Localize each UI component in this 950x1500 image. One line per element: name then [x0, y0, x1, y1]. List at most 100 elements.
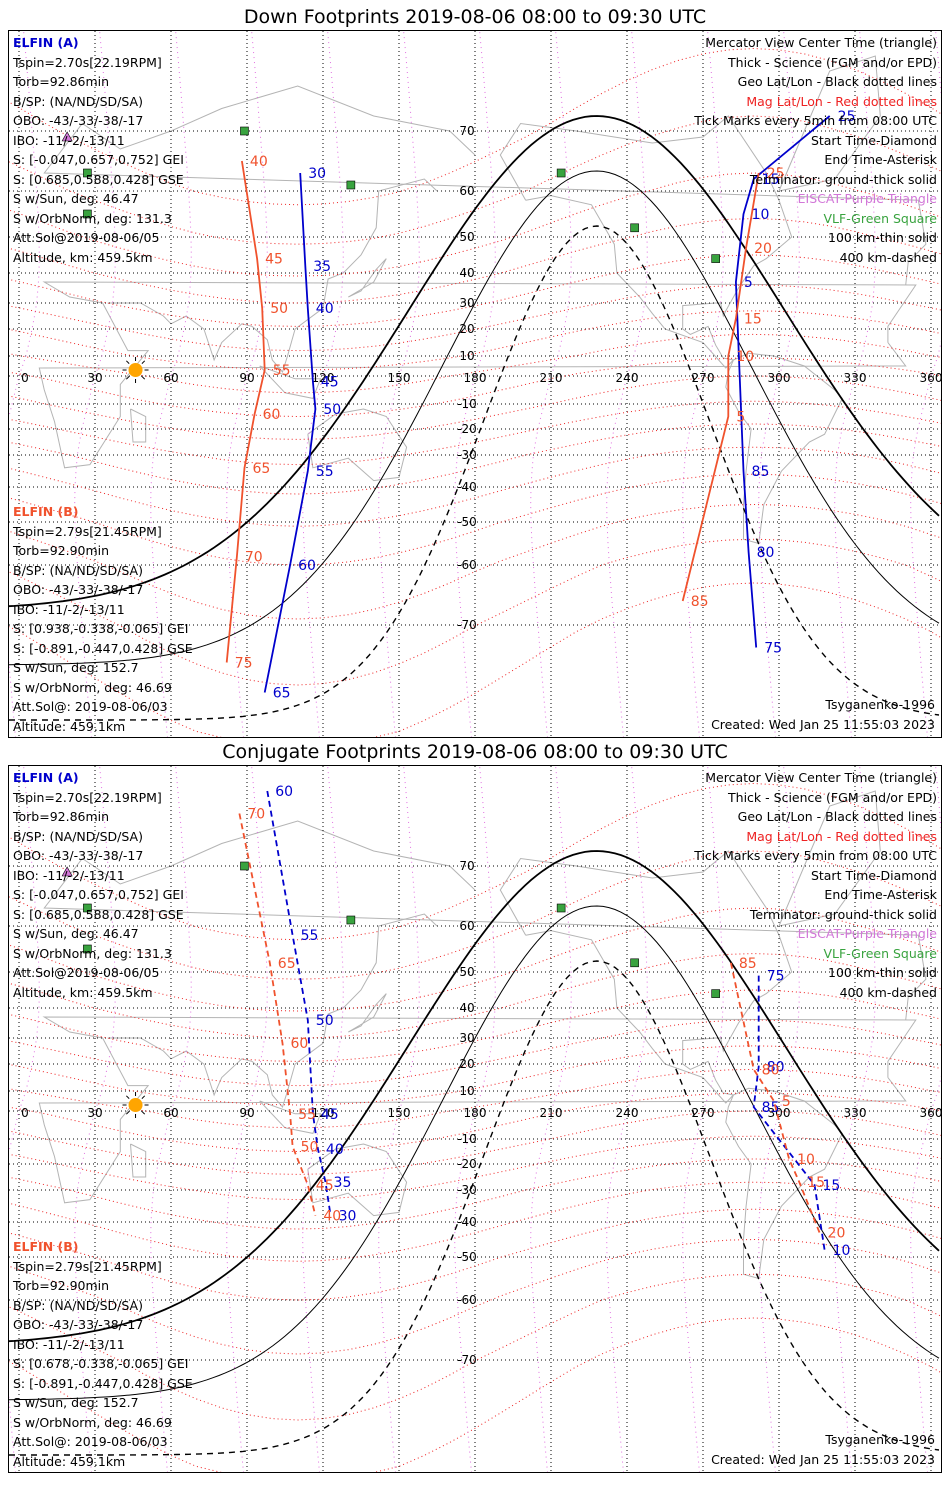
- longitude-tick-label: 0: [21, 1106, 29, 1120]
- elfin-b-tick-label: 65: [278, 956, 296, 972]
- info-line: S w/OrbNorm, deg: 46.69: [13, 1414, 172, 1430]
- elfin-b-tick-label: 55: [298, 1107, 316, 1123]
- legend-line: Thick - Science (FGM and/or EPD): [728, 54, 937, 70]
- latitude-tick-label: 30: [459, 1031, 474, 1045]
- info-line: S: [-0.891,-0.447,0.428] GSE: [13, 1375, 193, 1391]
- legend-line: VLF-Green Square: [823, 945, 937, 961]
- latitude-tick-label: -40: [457, 480, 477, 494]
- latitude-tick-label: 70: [459, 124, 474, 138]
- longitude-tick-label: 90: [239, 1106, 254, 1120]
- vlf-station-square: [630, 223, 639, 233]
- longitude-tick-label: 150: [388, 371, 411, 385]
- longitude-tick-label: 240: [616, 1106, 639, 1120]
- mag-latitude-line: [9, 1317, 941, 1472]
- elfin-a-tick-label: 15: [822, 1178, 840, 1194]
- sun-ray: [141, 376, 146, 380]
- terminator-100km: [9, 170, 940, 666]
- coastline: [43, 820, 927, 1021]
- coastline: [107, 913, 438, 1109]
- longitude-tick-label: 60: [163, 1106, 178, 1120]
- vlf-station-square: [711, 254, 720, 263]
- legend-line: Mag Lat/Lon - Red dotted lines: [746, 93, 937, 109]
- legend-line: Thick - Science (FGM and/or EPD): [728, 789, 937, 805]
- mag-latitude-line: [9, 218, 941, 304]
- info-line: S: [-0.047,0.657,0.752] GEI: [13, 152, 184, 167]
- info-line: Tspin=2.79s[21.45RPM]: [13, 523, 162, 539]
- info-line: Att.Sol@: 2019-08-06/03: [13, 699, 168, 714]
- coastline: [778, 790, 881, 927]
- mag-latitude-line: [9, 284, 941, 352]
- mag-latitude-line: [9, 582, 941, 737]
- mag-latitude-line: [9, 400, 941, 466]
- coastline: [130, 1143, 147, 1178]
- info-line: B/SP: (NA/ND/SD/SA): [13, 1297, 143, 1313]
- elfin-b-tick-label: 80: [762, 1062, 780, 1078]
- terminator-100km: [9, 905, 940, 1401]
- elfin-b-tick-label: 85: [691, 594, 709, 610]
- elfin-a-tick-label: 10: [833, 1243, 851, 1259]
- elfin-b-tick-label: 65: [252, 461, 270, 477]
- info-line: Torb=92.86min: [13, 809, 110, 824]
- longitude-tick-label: 0: [21, 371, 29, 385]
- longitude-tick-label: 60: [163, 371, 178, 385]
- elfin-a-tick-label: 80: [757, 545, 775, 561]
- mag-latitude-line: [9, 907, 941, 1012]
- elfin-b-name: ELFIN (B): [13, 504, 79, 519]
- mag-latitude-line: [9, 782, 941, 941]
- terminator-ground: [9, 115, 940, 608]
- elfin-a-tick-label: 10: [752, 207, 770, 223]
- latitude-tick-label: -50: [457, 1250, 477, 1264]
- legend: Mercator View Center Time (triangle) Thi…: [694, 33, 937, 267]
- elfin-b-info: ELFIN (B) Tspin=2.79s[21.45RPM] Torb=92.…: [13, 1237, 193, 1471]
- latitude-tick-label: -30: [457, 448, 477, 462]
- elfin-b-tick-label: 75: [235, 656, 253, 672]
- coastline: [725, 352, 843, 545]
- coastline: [259, 365, 322, 399]
- terminator-400km: [9, 225, 940, 721]
- legend-line: EISCAT-Purple Triangle: [797, 191, 937, 206]
- vlf-station-square: [83, 168, 92, 178]
- elfin-b-tick-label: 50: [301, 1140, 319, 1156]
- longitude-tick-label: 240: [616, 371, 639, 385]
- elfin-a-name: ELFIN (A): [13, 35, 79, 50]
- elfin-b-tick-label: 40: [323, 1209, 341, 1225]
- elfin-b-tick-label: 5: [782, 1094, 791, 1110]
- created-label: Created: Wed Jan 25 11:55:03 2023: [711, 1452, 935, 1467]
- info-line: Att.Sol@2019-08-06/05: [13, 965, 160, 980]
- elfin-a-tick-label: 80: [767, 1060, 785, 1076]
- elfin-b-tick-label: 60: [290, 1036, 308, 1052]
- elfin-b-tick-label: 25: [767, 166, 785, 182]
- legend-line: Terminator: ground-thick solid: [749, 171, 937, 187]
- elfin-b-tick-label: 70: [247, 807, 265, 823]
- latitude-tick-label: 50: [459, 230, 474, 244]
- longitude-tick-label: 300: [768, 1106, 791, 1120]
- vlf-station-square: [556, 903, 566, 913]
- latitude-tick-label: -60: [457, 558, 477, 572]
- legend-line: Geo Lat/Lon - Black dotted lines: [737, 74, 937, 89]
- legend-line: Tick Marks every 5min from 08:00 UTC: [694, 113, 937, 128]
- longitude-tick-label: 360: [920, 371, 941, 385]
- info-line: S: [0.678,-0.338,-0.065] GEI: [13, 1356, 189, 1371]
- latitude-tick-label: 40: [459, 1001, 474, 1015]
- longitude-tick-label: 270: [692, 371, 715, 385]
- legend-line: Geo Lat/Lon - Black dotted lines: [737, 809, 937, 824]
- elfin-b-tick-label: 50: [270, 301, 288, 317]
- elfin-a-track: [752, 975, 826, 1251]
- elfin-b-track: [225, 160, 266, 663]
- elfin-a-tick-label: 65: [273, 686, 291, 702]
- mag-latitude-line: [9, 172, 941, 277]
- vlf-station-square: [346, 915, 356, 925]
- vlf-station-square: [556, 168, 566, 178]
- elfin-a-tick-label: 25: [838, 109, 856, 125]
- info-line: OBO: -43/-33/-38/-17: [13, 848, 144, 863]
- model-label: Tsyganenko-1996: [825, 697, 935, 712]
- elfin-b-tick-label: 5: [736, 410, 745, 426]
- eiscat-triangle: [61, 131, 73, 142]
- info-line: S: [0.938,-0.338,-0.065] GEI: [13, 621, 189, 636]
- elfin-b-tick-label: 20: [828, 1226, 846, 1242]
- map-canvas: 0 30 60 90 120 150 180 210 240 270 300 330 360 70 60 50…: [9, 766, 941, 1472]
- info-line: S: [-0.891,-0.447,0.428] GSE: [13, 640, 193, 656]
- mag-latitude-line: [9, 333, 941, 394]
- sun-ray: [125, 360, 130, 364]
- latitude-tick-label: 50: [459, 965, 474, 979]
